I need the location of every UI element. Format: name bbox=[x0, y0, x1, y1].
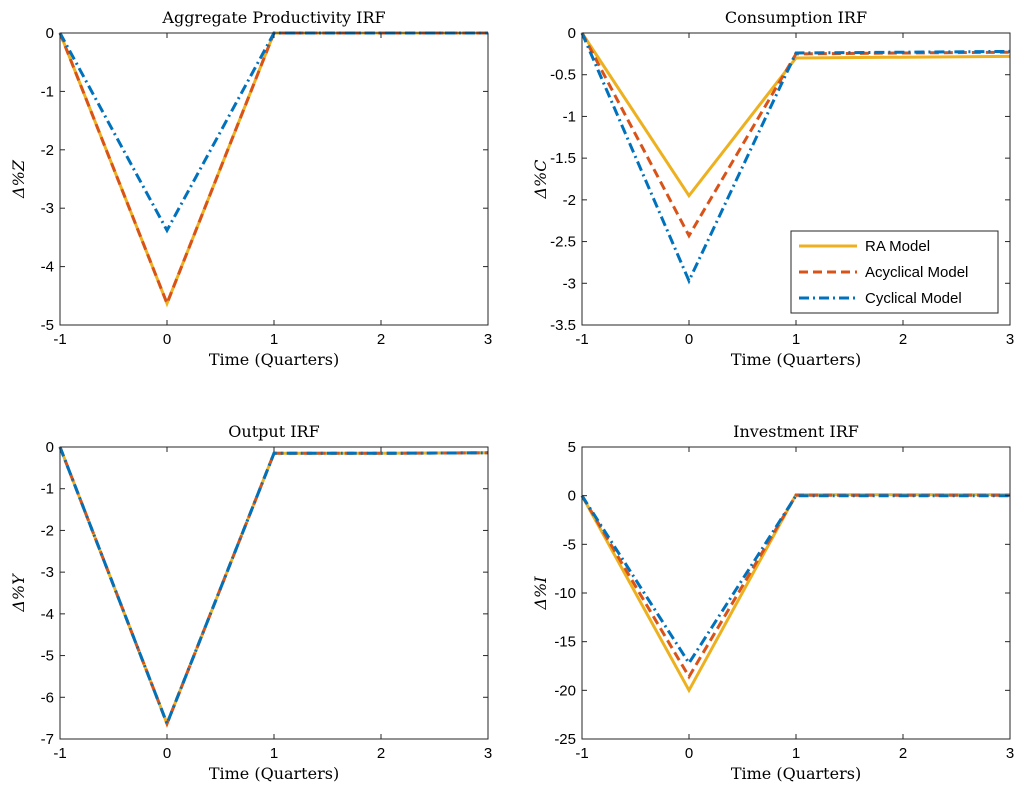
y-tick-label: -0.5 bbox=[550, 67, 576, 84]
series-line-cyclical-model bbox=[58, 446, 489, 728]
y-tick-label: 5 bbox=[568, 439, 576, 456]
legend: RA Model Acyclical Model Cyclical Model bbox=[790, 230, 999, 314]
plot-area bbox=[60, 33, 488, 325]
series-line-cyclical-model bbox=[580, 32, 1011, 285]
series-lines bbox=[580, 493, 1010, 694]
x-tick-label: 3 bbox=[1006, 745, 1014, 762]
legend-entry: RA Model bbox=[865, 238, 930, 255]
chart-title: Investment IRF bbox=[733, 422, 859, 441]
y-tick-label: -2.5 bbox=[550, 234, 576, 251]
x-tick-label: 0 bbox=[685, 331, 693, 348]
legend-entry: Acyclical Model bbox=[865, 264, 968, 281]
y-axis-label: Δ%I bbox=[531, 576, 550, 611]
chart-title: Output IRF bbox=[228, 422, 319, 441]
x-tick-label: 2 bbox=[899, 331, 907, 348]
x-axis-label: Time (Quarters) bbox=[731, 350, 861, 369]
x-tick-label: -1 bbox=[575, 331, 588, 348]
y-tick-label: -7 bbox=[41, 731, 54, 748]
x-tick-label: 1 bbox=[270, 331, 278, 348]
y-tick-label: -1 bbox=[563, 108, 576, 125]
y-tick-label: -20 bbox=[554, 682, 576, 699]
y-axis-label: Δ%Z bbox=[9, 159, 28, 199]
x-tick-label: 2 bbox=[377, 331, 385, 348]
y-tick-label: -10 bbox=[554, 585, 576, 602]
subplot-3: -1 0 1 2 3 -7 -6 -5 -4 -3 -2 -1 0 Output IRF Time (Qua… bbox=[9, 422, 492, 783]
y-tick-label: -6 bbox=[41, 689, 54, 706]
y-tick-label: -5 bbox=[563, 536, 576, 553]
x-tick-label: 3 bbox=[1006, 331, 1014, 348]
y-tick-label: -3 bbox=[563, 275, 576, 292]
y-tick-label: -3 bbox=[41, 200, 54, 217]
x-tick-label: 1 bbox=[792, 331, 800, 348]
x-tick-label: 3 bbox=[484, 745, 492, 762]
plot-area bbox=[582, 447, 1010, 739]
chart-title: Aggregate Productivity IRF bbox=[161, 8, 385, 27]
x-tick-label: 0 bbox=[163, 331, 171, 348]
x-axis-label: Time (Quarters) bbox=[209, 350, 339, 369]
x-tick-label: 0 bbox=[163, 745, 171, 762]
legend-entry: Cyclical Model bbox=[865, 290, 962, 307]
x-tick-label: 2 bbox=[899, 745, 907, 762]
subplot-2: -1 0 1 2 3 -3.5 -3 -2.5 -2 -1.5 -1 -0.5 0 Consumption… bbox=[531, 8, 1014, 369]
y-axis-label: Δ%Y bbox=[9, 573, 28, 613]
y-tick-label: -4 bbox=[41, 259, 54, 276]
y-tick-label: -2 bbox=[41, 522, 54, 539]
y-tick-label: -2 bbox=[41, 142, 54, 159]
subplot-1: -1 0 1 2 3 -5 -4 -3 -2 -1 0 Aggregate Productivity … bbox=[9, 8, 492, 369]
series-line-ra-model bbox=[580, 32, 1011, 199]
plot-area bbox=[60, 447, 488, 739]
series-line-cyclical-model bbox=[580, 494, 1010, 666]
y-tick-label: 0 bbox=[46, 439, 54, 456]
y-tick-label: 0 bbox=[568, 25, 576, 42]
y-tick-label: -1 bbox=[41, 481, 54, 498]
y-tick-label: -3 bbox=[41, 564, 54, 581]
y-tick-label: -5 bbox=[41, 648, 54, 665]
y-tick-label: -1.5 bbox=[550, 150, 576, 167]
y-tick-label: -4 bbox=[41, 606, 54, 623]
y-tick-label: -2 bbox=[563, 192, 576, 209]
y-tick-label: -3.5 bbox=[550, 317, 576, 334]
y-tick-label: -25 bbox=[554, 731, 576, 748]
x-tick-label: 1 bbox=[792, 745, 800, 762]
x-tick-label: -1 bbox=[53, 745, 66, 762]
y-tick-label: -5 bbox=[41, 317, 54, 334]
y-axis-label: Δ%C bbox=[531, 160, 550, 200]
y-tick-label: -1 bbox=[41, 83, 54, 100]
x-tick-label: 3 bbox=[484, 331, 492, 348]
x-tick-label: 0 bbox=[685, 745, 693, 762]
x-tick-label: -1 bbox=[53, 331, 66, 348]
x-axis-label: Time (Quarters) bbox=[731, 764, 861, 783]
y-tick-label: -15 bbox=[554, 634, 576, 651]
x-tick-label: 1 bbox=[270, 745, 278, 762]
series-lines bbox=[580, 32, 1011, 285]
y-tick-label: 0 bbox=[46, 25, 54, 42]
y-tick-label: 0 bbox=[568, 488, 576, 505]
x-tick-label: -1 bbox=[575, 745, 588, 762]
x-axis-label: Time (Quarters) bbox=[209, 764, 339, 783]
series-lines bbox=[58, 446, 489, 728]
chart-title: Consumption IRF bbox=[725, 8, 867, 27]
x-tick-label: 2 bbox=[377, 745, 385, 762]
